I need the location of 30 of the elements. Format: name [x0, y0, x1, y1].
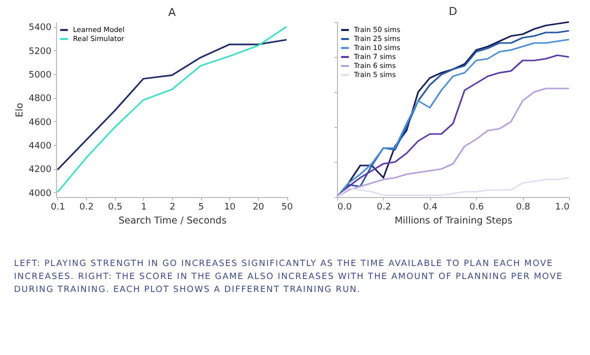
- line-series: [56, 26, 288, 194]
- x-tick-label: 0.8: [516, 202, 531, 212]
- x-tick-label: 2: [170, 202, 176, 212]
- x-tick-label: 10: [224, 202, 236, 212]
- x-axis-title: Millions of Training Steps: [394, 216, 512, 226]
- x-tick-label: 0.6: [470, 202, 484, 212]
- x-tick-label: 0.2: [376, 202, 392, 212]
- y-tick-label: 4800: [28, 94, 52, 104]
- y-tick-label: 4000: [28, 188, 52, 199]
- y-tick-label: 5200: [28, 46, 52, 57]
- y-tick-label: 4400: [28, 141, 52, 152]
- chart-title: D: [448, 5, 458, 18]
- x-tick-label: 0.4: [423, 202, 438, 212]
- x-tick-label: 1.0: [555, 202, 570, 212]
- x-tick-label: 5: [198, 202, 204, 212]
- y-tick-label: 4600: [28, 118, 52, 128]
- x-tick-label: 50: [281, 202, 294, 212]
- x-tick-label: 0.0: [338, 202, 352, 212]
- x-tick-label: 20: [252, 202, 264, 212]
- x-tick-label: 0.1: [50, 202, 66, 212]
- chart-title: A: [168, 6, 176, 19]
- y-tick-label: 5000: [28, 70, 52, 81]
- x-tick-label: 1: [140, 202, 147, 212]
- x-axis-title: Search Time / Seconds: [118, 216, 227, 226]
- text: LEFT: PLAYING STRENGTH IN GO INCREASES SIGNIFICANTLY AS THE TIME AVAILABLE TO PLAN EACH MOVE INCREASES. RIGHT: THE SCORE IN THE GAME ALSO INCREASES WITH THE AMOUNT OF PLANNING PER MOVE DURING TRAINING. EACH PLOT SHOWS A DIFFERENT TRAINING RUN.: [14, 258, 564, 297]
- x-tick-label: 0.5: [108, 202, 122, 212]
- y-axis-title: Elo: [14, 102, 26, 118]
- y-tick-label: 4200: [28, 165, 52, 176]
- x-tick-label: 0.2: [79, 202, 94, 212]
- y-tick-label: 5400: [28, 23, 52, 34]
